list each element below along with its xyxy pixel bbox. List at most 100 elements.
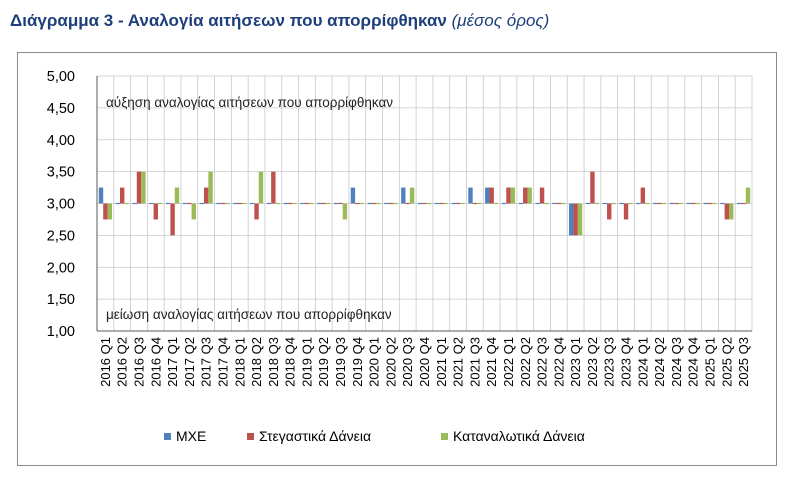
bar-2-2019-Q4 <box>355 202 360 205</box>
bar-3-2025-Q1 <box>712 202 717 205</box>
legend-label: Στεγαστικά Δάνεια <box>259 428 371 444</box>
bar-3-2022-Q3 <box>544 202 549 205</box>
bar-3-2016-Q4 <box>157 202 163 205</box>
x-tick-label: 2017 Q2 <box>182 337 197 387</box>
x-tick-label: 2016 Q1 <box>98 337 113 387</box>
bar-2-2016-Q4 <box>153 203 158 220</box>
bar-2-2025-Q3 <box>741 202 746 205</box>
bar-2-2021-Q4 <box>489 187 494 204</box>
bar-1-2021-Q3 <box>468 187 473 204</box>
x-tick-label: 2023 Q3 <box>602 337 617 387</box>
bar-1-2018-Q1 <box>233 202 238 205</box>
bar-2-2020-Q2 <box>388 202 394 205</box>
bar-2-2023-Q1 <box>573 203 578 236</box>
bar-1-2020-Q3 <box>401 187 406 204</box>
chart-title-sub: (μέσος όρος) <box>451 11 550 30</box>
bar-2-2022-Q4 <box>556 202 562 205</box>
x-tick-label: 2024 Q2 <box>652 337 667 387</box>
y-tick-label: 3,50 <box>47 165 75 181</box>
bar-1-2016-Q3 <box>132 202 137 205</box>
x-tick-label: 2023 Q1 <box>568 337 583 387</box>
bar-1-2021-Q2 <box>451 202 456 205</box>
bar-1-2018-Q4 <box>283 202 288 205</box>
x-tick-label: 2017 Q4 <box>215 337 230 387</box>
bar-2-2017-Q4 <box>220 202 226 205</box>
x-tick-label: 2016 Q2 <box>115 337 130 387</box>
bar-3-2021-Q2 <box>460 202 465 205</box>
x-tick-label: 2018 Q3 <box>266 337 281 387</box>
bar-3-2019-Q3 <box>342 203 348 220</box>
chart-title-main: Διάγραμμα 3 - Αναλογία αιτήσεων που απορ… <box>10 11 447 30</box>
x-tick-label: 2023 Q4 <box>619 337 634 387</box>
bar-3-2017-Q1 <box>174 187 180 204</box>
bar-2-2019-Q1 <box>304 202 310 205</box>
bar-2-2024-Q2 <box>657 202 662 205</box>
x-tick-label: 2017 Q1 <box>165 337 180 387</box>
bar-3-2018-Q1 <box>241 202 247 205</box>
bar-2-2018-Q3 <box>271 171 276 204</box>
x-tick-label: 2016 Q4 <box>148 337 163 387</box>
bar-2-2019-Q3 <box>338 202 343 205</box>
bar-2-2024-Q4 <box>691 202 696 205</box>
bar-3-2022-Q1 <box>510 187 516 204</box>
x-tick-label: 2019 Q1 <box>299 337 314 387</box>
bar-3-2016-Q3 <box>141 171 146 204</box>
bar-1-2017-Q2 <box>182 202 188 205</box>
bar-3-2018-Q3 <box>275 202 280 205</box>
bar-1-2018-Q2 <box>249 202 255 205</box>
bar-2-2024-Q3 <box>674 202 679 205</box>
x-tick-label: 2022 Q2 <box>518 337 533 387</box>
bar-2-2016-Q1 <box>103 203 108 220</box>
x-tick-label: 2018 Q4 <box>283 337 298 387</box>
bar-1-2024-Q4 <box>686 202 692 205</box>
bar-2-2019-Q2 <box>321 202 326 205</box>
bar-1-2017-Q3 <box>199 202 204 205</box>
bar-2-2022-Q3 <box>539 187 545 204</box>
x-tick-label: 2024 Q3 <box>669 337 684 387</box>
legend-label: Καταναλωτικά Δάνεια <box>453 428 585 444</box>
bar-1-2017-Q1 <box>165 202 171 205</box>
x-tick-label: 2022 Q3 <box>535 337 550 387</box>
bar-3-2023-Q3 <box>611 202 616 205</box>
bar-2-2018-Q2 <box>254 203 259 220</box>
legend: ΜΧΕ Στεγαστικά Δάνεια Καταναλωτικά Δάνεια <box>164 428 585 444</box>
x-tick-label: 2020 Q1 <box>367 337 382 387</box>
bar-2-2017-Q1 <box>170 203 175 236</box>
legend-swatch <box>247 433 254 440</box>
bar-3-2020-Q3 <box>409 187 415 204</box>
bar-3-2017-Q3 <box>208 171 213 204</box>
bar-1-2023-Q3 <box>602 202 608 205</box>
x-tick-label: 2021 Q1 <box>434 337 449 387</box>
bar-1-2022-Q2 <box>518 202 524 205</box>
bar-3-2017-Q2 <box>191 203 196 220</box>
bar-3-2018-Q4 <box>292 202 297 205</box>
x-tick-label: 2018 Q1 <box>232 337 247 387</box>
bar-1-2021-Q4 <box>485 187 490 204</box>
bar-1-2025-Q3 <box>737 202 742 205</box>
bar-3-2021-Q3 <box>477 202 482 205</box>
bar-1-2018-Q3 <box>266 202 272 205</box>
bar-2-2018-Q4 <box>287 202 293 205</box>
bar-2-2023-Q2 <box>590 171 595 204</box>
bar-1-2022-Q1 <box>501 202 507 205</box>
bars <box>98 171 751 236</box>
bar-3-2021-Q4 <box>493 202 499 205</box>
bar-1-2017-Q4 <box>216 202 221 205</box>
x-tick-label: 2025 Q3 <box>736 337 751 387</box>
bar-3-2017-Q4 <box>225 202 230 205</box>
bar-3-2024-Q4 <box>695 202 700 205</box>
y-tick-label: 5,00 <box>47 69 75 85</box>
bar-2-2018-Q1 <box>237 202 242 205</box>
bar-1-2025-Q1 <box>703 202 708 205</box>
bar-3-2023-Q4 <box>628 202 633 205</box>
bar-3-2022-Q4 <box>561 202 566 205</box>
x-tick-label: 2025 Q1 <box>703 337 718 387</box>
bar-1-2021-Q1 <box>434 202 440 205</box>
bar-3-2016-Q1 <box>107 203 112 220</box>
x-tick-label: 2016 Q3 <box>131 337 146 387</box>
bar-1-2020-Q1 <box>367 202 372 205</box>
x-tick-label: 2024 Q1 <box>635 337 650 387</box>
bar-1-2024-Q1 <box>636 202 641 205</box>
x-tick-label: 2024 Q4 <box>686 337 701 387</box>
